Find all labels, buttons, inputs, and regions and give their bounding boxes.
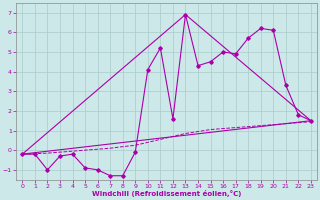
X-axis label: Windchill (Refroidissement éolien,°C): Windchill (Refroidissement éolien,°C) [92,190,241,197]
